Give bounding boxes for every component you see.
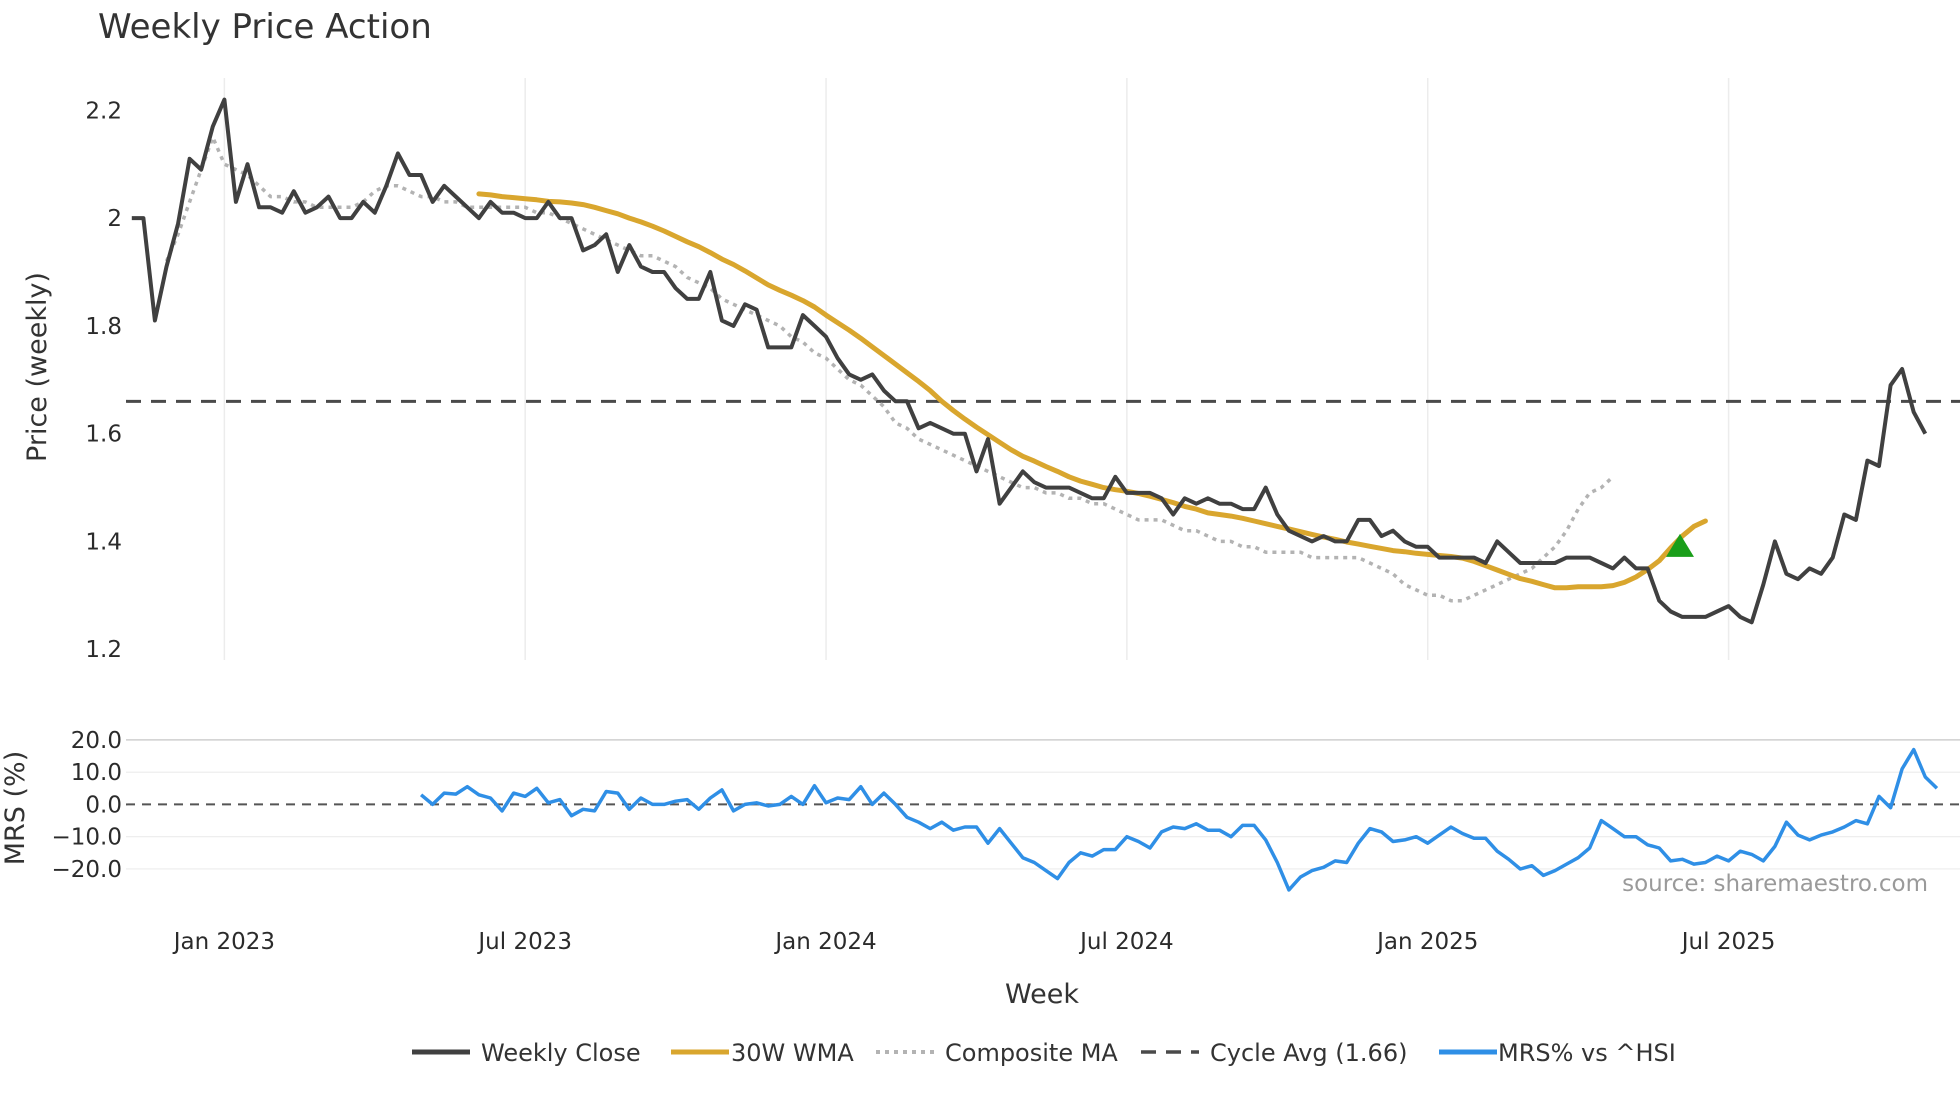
legend-label-composite-ma: Composite MA bbox=[945, 1039, 1118, 1067]
legend: Weekly Close 30W WMA Composite MA Cycle … bbox=[412, 1039, 1676, 1067]
x-tick-label-jul-2025: Jul 2025 bbox=[1680, 929, 1776, 955]
chart-title: Weekly Price Action bbox=[98, 7, 432, 47]
mrs-line bbox=[419, 747, 1939, 892]
price-y-tick-1-8: 1.8 bbox=[85, 314, 122, 340]
mrs-y-tick-2: 0.0 bbox=[85, 792, 122, 818]
x-tick-label-jan-2024: Jan 2024 bbox=[773, 929, 876, 955]
x-tick-label-jan-2025: Jan 2025 bbox=[1375, 929, 1478, 955]
x-axis-label: Week bbox=[1005, 979, 1079, 1010]
series-layer bbox=[126, 97, 1960, 892]
legend-label-mrs: MRS% vs ^HSI bbox=[1498, 1039, 1676, 1067]
price-y-tick-2: 2 bbox=[107, 206, 122, 232]
composite-ma-line bbox=[164, 135, 1615, 603]
wma-30w-line bbox=[476, 191, 1708, 591]
x-tick-label-jul-2024: Jul 2024 bbox=[1078, 929, 1174, 955]
buy-signal-marker bbox=[1665, 533, 1694, 557]
legend-label-30w-wma: 30W WMA bbox=[731, 1039, 854, 1067]
price-y-tick-1-2: 1.2 bbox=[85, 637, 122, 663]
x-tick-label-jul-2023: Jul 2023 bbox=[476, 929, 572, 955]
mrs-y-tick-0: −20.0 bbox=[52, 857, 122, 883]
mrs-axis-label: MRS (%) bbox=[0, 751, 31, 866]
legend-label-weekly-close: Weekly Close bbox=[481, 1039, 641, 1067]
source-annotation: source: sharemaestro.com bbox=[1622, 871, 1928, 897]
axis-layer: Jan 2023 Jul 2023 Jan 2024 Jul 2024 Jan 2025… bbox=[52, 98, 1776, 955]
mrs-y-tick-1: −10.0 bbox=[52, 825, 122, 851]
mrs-y-tick-4: 20.0 bbox=[71, 728, 122, 754]
price-y-tick-2-2: 2.2 bbox=[85, 98, 122, 124]
legend-label-cycle-avg: Cycle Avg (1.66) bbox=[1210, 1039, 1407, 1067]
price-y-tick-1-6: 1.6 bbox=[85, 422, 122, 448]
grid-layer bbox=[126, 78, 1960, 870]
price-y-tick-1-4: 1.4 bbox=[85, 529, 122, 555]
price-axis-label: Price (weekly) bbox=[22, 272, 53, 462]
x-tick-label-jan-2023: Jan 2023 bbox=[172, 929, 275, 955]
weekly-close-line bbox=[131, 97, 1928, 625]
mrs-y-tick-3: 10.0 bbox=[71, 760, 122, 786]
